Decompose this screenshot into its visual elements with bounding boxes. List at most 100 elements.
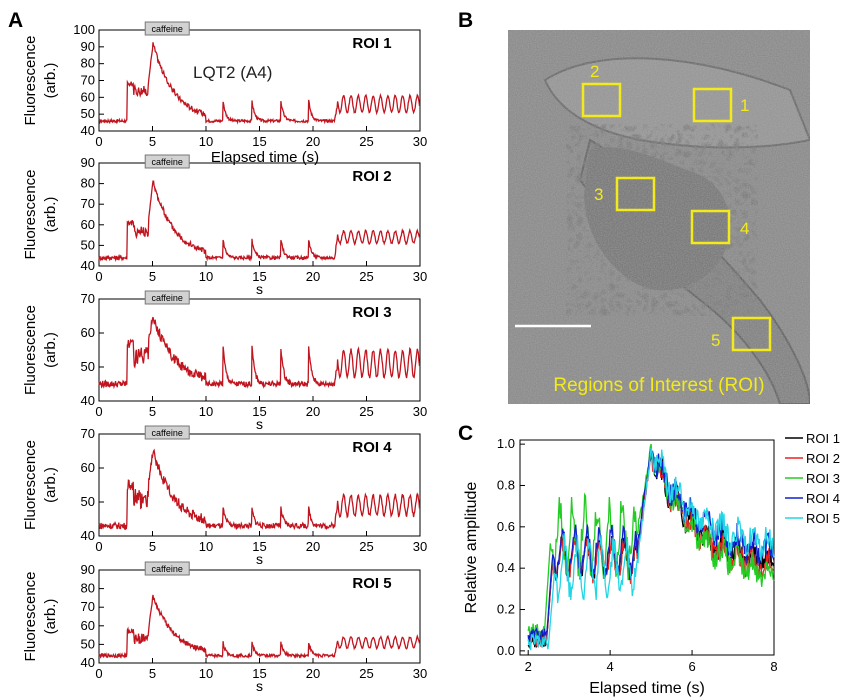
x-axis-label: Elapsed time (s)	[589, 680, 705, 697]
panel-label-c: C	[458, 422, 473, 445]
caffeine-label: caffeine	[152, 24, 183, 34]
fluorescence-trace	[98, 42, 421, 125]
y-tick-label: 40	[81, 655, 95, 670]
y-tick-label: 50	[81, 359, 95, 374]
y-tick-label: 60	[81, 325, 95, 340]
y-tick-label: 90	[81, 155, 95, 170]
y-tick-label: 90	[81, 39, 95, 54]
x-axis-label: Elapsed time (s)	[211, 149, 319, 166]
roi-number-4: 4	[740, 219, 749, 238]
y-axis-label-unit: (arb.)	[42, 599, 59, 635]
x-axis-label: s	[256, 416, 263, 432]
x-tick-label: 5	[149, 134, 156, 149]
caffeine-marker	[144, 425, 190, 440]
x-tick-label: 15	[252, 539, 266, 554]
x-tick-label: 0	[95, 666, 102, 681]
caffeine-label: caffeine	[152, 293, 183, 303]
y-tick-label: 100	[73, 22, 95, 37]
y-tick-label: 40	[81, 123, 95, 138]
x-tick-label: 15	[252, 269, 266, 284]
x-tick-label: 0	[95, 269, 102, 284]
roi-title: ROI 2	[352, 168, 391, 185]
y-tick-label: 80	[81, 176, 95, 191]
roi-number-3: 3	[594, 185, 603, 204]
roi-box-5	[731, 316, 772, 352]
legend-label: ROI 1	[806, 431, 840, 446]
x-tick-label: 30	[413, 539, 427, 554]
y-tick-label: 0.2	[497, 602, 515, 617]
roi-box-1	[692, 87, 733, 123]
y-tick-label: 60	[81, 460, 95, 475]
panel-label-a: A	[8, 9, 23, 32]
plot-frame	[519, 439, 775, 656]
x-tick-label: 20	[306, 539, 320, 554]
roi-box-2	[581, 82, 622, 118]
x-tick-label: 30	[413, 404, 427, 419]
x-axis-label: s	[256, 678, 263, 694]
x-tick-label: 15	[252, 134, 266, 149]
micrograph: 1 2 3 4 5 Regions of Interest (ROI)	[508, 30, 810, 404]
x-tick-label: 20	[306, 269, 320, 284]
y-tick-label: 1.0	[497, 436, 515, 451]
y-axis-label-unit: (arb.)	[42, 63, 59, 99]
x-tick-label: 5	[149, 539, 156, 554]
x-tick-label: 30	[413, 134, 427, 149]
y-axis-label: Fluorescence	[22, 35, 39, 125]
y-tick-label: 40	[81, 258, 95, 273]
fluorescence-trace	[98, 594, 421, 660]
roi-title: ROI 5	[352, 575, 391, 592]
roi-boxes	[581, 82, 772, 352]
x-tick-label: 0	[95, 539, 102, 554]
y-tick-label: 0.4	[497, 560, 515, 575]
x-tick-label: 25	[359, 269, 373, 284]
panel-label-b: B	[458, 9, 473, 32]
x-tick-label: 15	[252, 404, 266, 419]
caffeine-label: caffeine	[152, 428, 183, 438]
roi-number-2: 2	[590, 62, 599, 81]
x-tick-label: 4	[607, 659, 614, 674]
y-tick-label: 80	[81, 56, 95, 71]
y-tick-label: 90	[81, 562, 95, 577]
y-tick-label: 80	[81, 581, 95, 596]
micrograph-grain	[508, 30, 810, 404]
x-tick-label: 10	[199, 269, 213, 284]
y-tick-label: 70	[81, 73, 95, 88]
y-axis-label-unit: (arb.)	[42, 332, 59, 368]
legend-label: ROI 5	[806, 511, 840, 526]
y-tick-label: 60	[81, 217, 95, 232]
x-tick-label: 2	[525, 659, 532, 674]
y-tick-label: 0.0	[497, 643, 515, 658]
x-tick-label: 25	[359, 134, 373, 149]
y-axis-label: Relative amplitude	[463, 482, 480, 614]
roi-title: ROI 3	[352, 304, 391, 321]
legend-label: ROI 2	[806, 451, 840, 466]
y-tick-label: 0.6	[497, 519, 515, 534]
caffeine-marker	[144, 21, 190, 36]
y-axis-label: Fluorescence	[22, 305, 39, 395]
x-tick-label: 10	[199, 666, 213, 681]
roi-trace-plot: 0 5 10 15 20 25 30 40 50 60 70 80 90 Fluorescence (arb…	[22, 561, 427, 694]
x-tick-label: 5	[149, 269, 156, 284]
roi-number-1: 1	[740, 96, 749, 115]
y-tick-label: 50	[81, 494, 95, 509]
y-tick-label: 70	[81, 599, 95, 614]
fluorescence-trace	[98, 180, 421, 263]
x-tick-label: 10	[199, 539, 213, 554]
x-tick-label: 5	[149, 404, 156, 419]
caffeine-marker	[144, 290, 190, 305]
legend-label: ROI 4	[806, 491, 840, 506]
series-line	[527, 447, 775, 651]
series-line	[527, 443, 775, 639]
y-tick-label: 0.8	[497, 477, 515, 492]
y-axis-label: Fluorescence	[22, 169, 39, 259]
x-tick-label: 25	[359, 539, 373, 554]
micrograph-caption: Regions of Interest (ROI)	[553, 375, 764, 396]
x-tick-label: 25	[359, 404, 373, 419]
roi-box-3	[615, 176, 656, 212]
y-axis-label-unit: (arb.)	[42, 467, 59, 503]
roi-title: ROI 4	[352, 439, 392, 456]
y-tick-label: 40	[81, 393, 95, 408]
y-tick-label: 40	[81, 528, 95, 543]
y-tick-label: 70	[81, 196, 95, 211]
